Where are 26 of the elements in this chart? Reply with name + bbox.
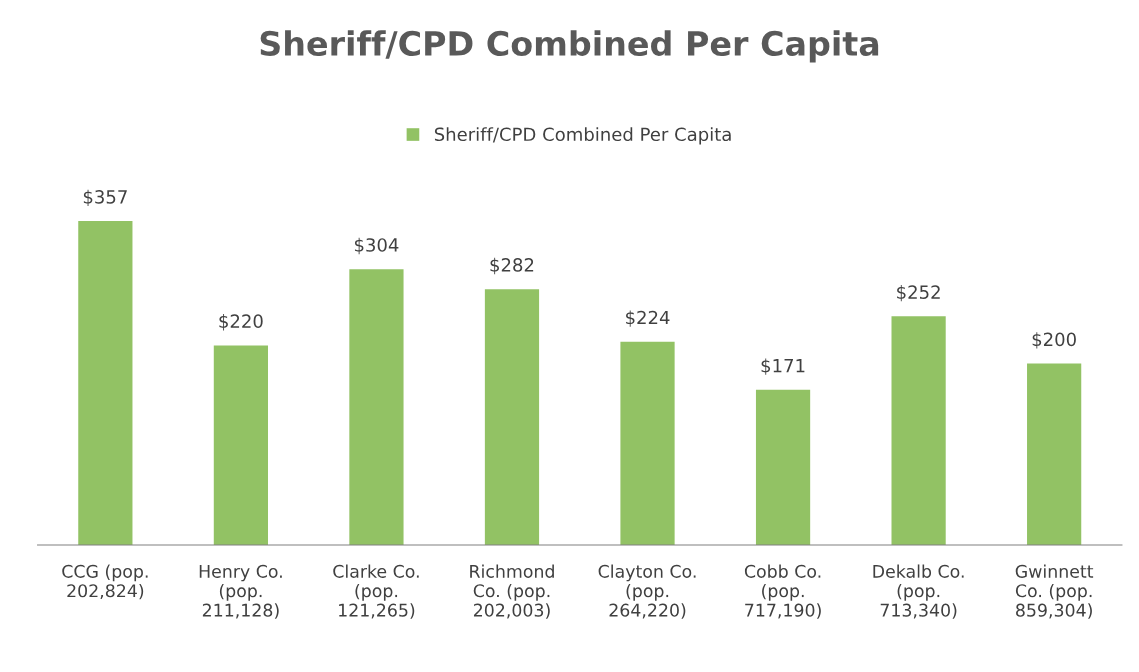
data-label: $282 bbox=[490, 257, 534, 275]
x-tick-label: Cobb Co. (pop. 717,190) bbox=[744, 564, 821, 619]
chart-title: Sheriff/CPD Combined Per Capita bbox=[260, 30, 879, 63]
x-tick-label: Richmond Co. (pop. 202,003) bbox=[470, 564, 554, 619]
x-tick-label: Dekalb Co. (pop. 713,340) bbox=[873, 564, 964, 619]
data-label: $224 bbox=[626, 310, 670, 327]
data-label: $252 bbox=[897, 284, 940, 302]
x-tick-label: Clarke Co. (pop. 121,265) bbox=[333, 564, 419, 619]
bar bbox=[78, 221, 133, 545]
data-label: $171 bbox=[761, 358, 805, 375]
bar bbox=[1027, 363, 1082, 545]
data-label: $200 bbox=[1032, 332, 1076, 349]
data-label: $357 bbox=[83, 189, 127, 207]
legend-label: Sheriff/CPD Combined Per Capita bbox=[434, 127, 731, 145]
x-tick-label: CCG (pop. 202,824) bbox=[62, 564, 148, 600]
bar bbox=[213, 345, 269, 545]
bar bbox=[891, 316, 946, 545]
bar bbox=[349, 269, 404, 545]
data-label: $220 bbox=[219, 314, 263, 331]
bar bbox=[755, 389, 811, 545]
x-tick-label: Clayton Co. (pop. 264,220) bbox=[598, 564, 696, 619]
x-tick-label: Henry Co. (pop. 211,128) bbox=[199, 564, 282, 619]
bar bbox=[620, 341, 675, 545]
bar bbox=[484, 289, 540, 545]
x-tick-label: Gwinnett Co. (pop. 859,304) bbox=[1015, 564, 1094, 619]
data-label: $304 bbox=[354, 237, 399, 255]
